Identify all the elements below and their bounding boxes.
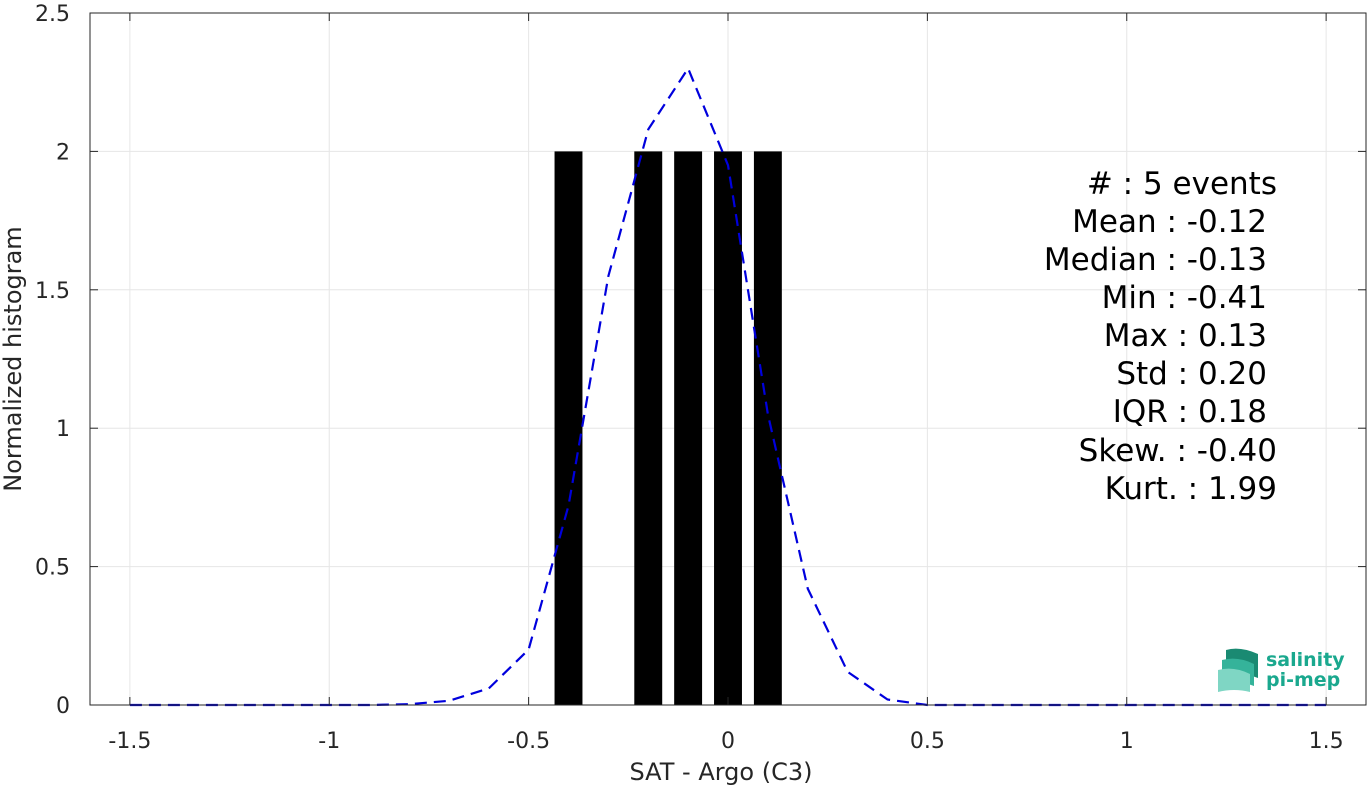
x-axis-label: SAT - Argo (C3) <box>630 758 813 786</box>
salinity-pimep-logo: salinity pi-mep <box>1218 648 1345 692</box>
y-tick-label-5: 2.5 <box>35 2 70 27</box>
y-tick-label-0: 0 <box>56 694 70 719</box>
x-tick-label-6: 1.5 <box>1309 729 1344 754</box>
x-tick-label-4: 0.5 <box>910 729 945 754</box>
y-tick-labels: 0 0.5 1 1.5 2 2.5 <box>35 2 70 719</box>
histogram-bar-4 <box>753 151 782 705</box>
stat-median: Median : -0.13 <box>1044 242 1267 278</box>
x-tick-labels: -1.5 -1 -0.5 0 0.5 1 1.5 <box>108 729 1343 754</box>
x-tick-label-2: -0.5 <box>507 729 550 754</box>
stat-min: Min : -0.41 <box>1102 280 1267 316</box>
y-axis-label: Normalized histogram <box>0 226 27 491</box>
axis-ticks <box>90 12 1366 706</box>
logo-line1: salinity <box>1266 649 1345 671</box>
histogram-bar-1 <box>634 151 663 705</box>
y-tick-label-1: 0.5 <box>35 556 70 581</box>
histogram-bar-0 <box>554 151 583 705</box>
histogram-bars <box>554 151 782 705</box>
wave-logo-icon <box>1218 648 1258 692</box>
logo-line2: pi-mep <box>1266 669 1340 691</box>
y-tick-label-2: 1 <box>56 417 70 442</box>
x-tick-label-3: 0 <box>721 729 735 754</box>
histogram-bar-2 <box>674 151 703 705</box>
stat-events: # : 5 events <box>1087 166 1277 202</box>
x-tick-label-1: -1 <box>318 729 340 754</box>
y-tick-label-4: 2 <box>56 140 70 165</box>
y-tick-label-3: 1.5 <box>35 279 70 304</box>
x-tick-label-5: 1 <box>1120 729 1134 754</box>
histogram-bar-3 <box>714 151 742 705</box>
stat-std: Std : 0.20 <box>1116 356 1267 392</box>
stat-iqr: IQR : 0.18 <box>1113 394 1267 430</box>
stat-max: Max : 0.13 <box>1104 318 1267 354</box>
stat-skew: Skew. : -0.40 <box>1079 433 1277 469</box>
stat-mean: Mean : -0.12 <box>1072 204 1267 240</box>
x-tick-label-0: -1.5 <box>108 729 151 754</box>
stat-kurt: Kurt. : 1.99 <box>1105 471 1277 507</box>
stats-annotation: # : 5 events Mean : -0.12 Median : -0.13… <box>1044 166 1277 507</box>
